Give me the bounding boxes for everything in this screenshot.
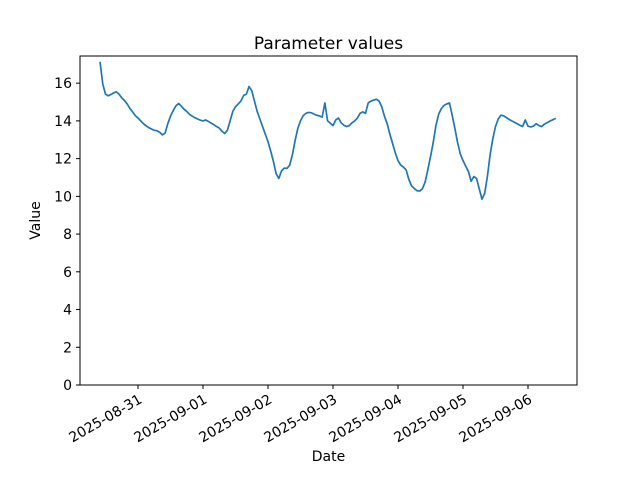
y-tick-label: 4 (63, 303, 72, 319)
x-tick-label: 2025-09-03 (262, 392, 340, 447)
x-tick-label: 2025-09-06 (457, 392, 536, 447)
y-tick-label: 6 (63, 265, 72, 281)
x-tick-label: 2025-09-04 (327, 392, 406, 447)
y-tick-label: 12 (54, 152, 72, 168)
y-axis-ticks: 0 2 4 6 8 10 12 14 16 (54, 76, 80, 394)
y-tick-label: 10 (54, 189, 72, 205)
y-tick-label: 8 (63, 227, 72, 243)
y-tick-label: 14 (54, 114, 72, 130)
x-axis-label: Date (312, 449, 345, 465)
y-tick-label: 0 (63, 378, 72, 394)
x-tick-label: 2025-09-05 (392, 392, 470, 447)
x-tick-label: 2025-08-31 (67, 392, 145, 447)
x-axis-ticks: 2025-08-312025-09-012025-09-022025-09-03… (67, 385, 536, 447)
chart-title: Parameter values (254, 34, 403, 54)
plot-frame (79, 55, 578, 386)
x-tick-label: 2025-09-02 (197, 392, 275, 447)
data-line (99, 61, 556, 201)
x-tick-label: 2025-09-01 (132, 392, 210, 447)
y-tick-label: 16 (54, 76, 72, 92)
y-tick-label: 2 (63, 340, 72, 356)
y-axis-label: Value (28, 201, 44, 239)
